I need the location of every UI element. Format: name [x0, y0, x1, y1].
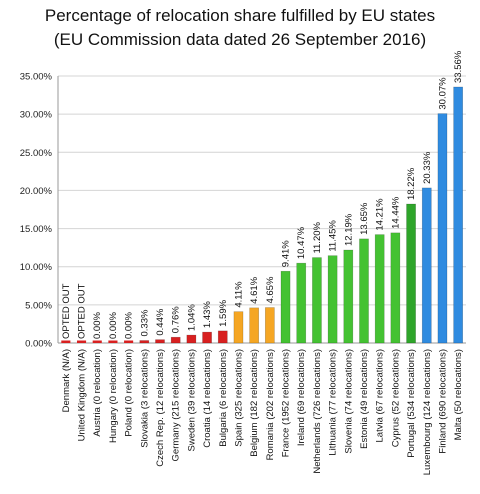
bar: [390, 232, 401, 344]
bar: [374, 234, 385, 344]
bar: [296, 262, 307, 344]
x-tick-label: Hungary (0 relocation): [108, 349, 119, 443]
bar: [202, 331, 212, 344]
data-label: 0.00%: [124, 312, 135, 339]
y-tick-label: 5.00%: [25, 300, 52, 311]
data-label: 4.11%: [233, 281, 244, 308]
data-label: 33.56%: [453, 50, 464, 83]
x-tick-label: Malta (50 relocations): [453, 349, 464, 440]
x-tick-label: Latvia (67 relocations): [375, 349, 386, 442]
y-tick-label: 30.00%: [20, 110, 53, 121]
x-tick-label: Poland (0 relocation): [124, 349, 135, 437]
data-label: 14.44%: [390, 196, 401, 229]
x-tick-label: Germany (215 relocations): [171, 349, 182, 461]
data-label: OPTED OUT: [61, 283, 72, 339]
bar: [217, 330, 228, 344]
x-tick-label: Slovakia (3 relocations): [139, 349, 150, 448]
x-tick-label: Luxembourg (124 relocations): [422, 349, 433, 475]
data-label: 10.47%: [296, 226, 307, 259]
bar: [421, 187, 432, 344]
bar: [312, 257, 322, 344]
data-label: 20.33%: [422, 151, 433, 184]
data-label: 1.59%: [218, 299, 229, 326]
bar: [343, 249, 354, 344]
x-tick-label: Slovenia (74 relocations): [343, 349, 354, 454]
bar: [233, 311, 244, 344]
bar-zero-marker: [108, 340, 118, 343]
data-label: 9.41%: [281, 240, 292, 267]
data-label: 0.44%: [155, 308, 166, 335]
bar-zero-marker: [92, 340, 102, 343]
bar: [406, 203, 416, 344]
chart-title: Percentage of relocation share fulfilled…: [44, 6, 436, 25]
x-tick-label: Lithuania (77 relocations): [328, 349, 339, 456]
bar: [437, 113, 448, 344]
data-label: 4.65%: [265, 276, 276, 303]
y-tick-label: 0.00%: [25, 339, 52, 350]
bar: [139, 340, 150, 344]
x-tick-label: Netherlands (726 relocations): [312, 349, 323, 474]
x-tick-label: Finland (690 relocations): [437, 349, 448, 454]
x-tick-label: Belgium (182 relocations): [249, 349, 260, 457]
x-tick-label: France (1952 relocations): [281, 349, 292, 457]
data-label: 12.19%: [343, 213, 354, 246]
data-label: 0.76%: [171, 306, 182, 333]
y-tick-label: 10.00%: [20, 262, 53, 273]
data-label: 11.20%: [312, 221, 323, 253]
y-tick-label: 20.00%: [20, 186, 53, 197]
y-tick-label: 35.00%: [20, 72, 53, 83]
bar: [327, 255, 338, 344]
x-tick-label: United Kingdom (N/A): [77, 349, 88, 441]
y-tick-label: 25.00%: [20, 148, 53, 159]
x-tick-label: Spain (325 relocations): [233, 349, 244, 447]
x-tick-label: Romania (202 relocations): [265, 349, 276, 460]
x-tick-label: Portugal (534 relocations): [406, 349, 417, 458]
bar: [155, 339, 165, 344]
bar: [249, 307, 260, 344]
x-tick-label: Sweden (39 relocations): [186, 349, 197, 451]
bar: [170, 336, 181, 344]
x-tick-label: Denmark (N/A): [61, 349, 72, 412]
bar-zero-marker: [76, 340, 87, 343]
data-label: 4.61%: [249, 276, 260, 303]
x-tick-label: Ireland (69 relocations): [296, 349, 307, 446]
x-tick-label: Bulgaria (6 relocations): [218, 349, 229, 447]
bar: [264, 307, 275, 344]
data-label: 0.33%: [139, 309, 150, 336]
x-tick-label: Austria (0 relocation): [92, 349, 103, 437]
data-label: 30.07%: [437, 77, 448, 110]
data-label: 18.22%: [406, 167, 417, 200]
bar-zero-marker: [61, 340, 71, 343]
data-label: 1.43%: [202, 301, 213, 328]
data-label: OPTED OUT: [77, 283, 88, 339]
bar: [280, 270, 291, 344]
bar-zero-marker: [124, 340, 134, 343]
data-label: 1.04%: [186, 304, 197, 331]
x-tick-label: Czech Rep. (12 relocations): [155, 349, 166, 467]
y-tick-label: 15.00%: [20, 224, 53, 235]
x-tick-label: Cyprus (52 relocations): [390, 349, 401, 447]
data-label: 11.45%: [328, 220, 339, 252]
x-tick-label: Croatia (14 relocations): [202, 349, 213, 448]
bar: [453, 86, 464, 344]
x-tick-label: Estonia (49 relocations): [359, 349, 370, 449]
data-label: 0.00%: [92, 312, 103, 339]
bar: [359, 238, 369, 344]
data-label: 14.21%: [375, 198, 386, 231]
data-label: 13.65%: [359, 202, 370, 235]
bar: [186, 334, 197, 344]
chart-subtitle: (EU Commission data dated 26 September 2…: [53, 30, 427, 49]
data-label: 0.00%: [108, 312, 119, 339]
